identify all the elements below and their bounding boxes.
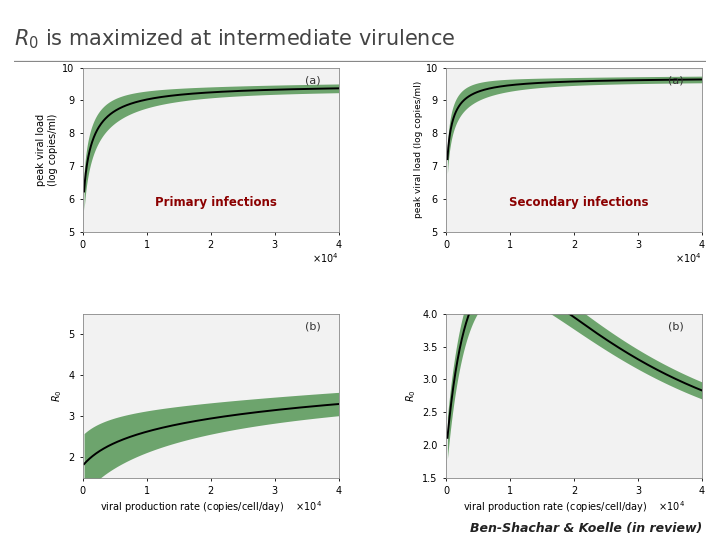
Y-axis label: peak viral load
(log copies/ml): peak viral load (log copies/ml) <box>37 113 58 186</box>
Text: (a): (a) <box>668 76 684 86</box>
X-axis label: $\times10^4$: $\times10^4$ <box>675 252 702 265</box>
Text: (b): (b) <box>668 322 684 332</box>
X-axis label: viral production rate (copies/cell/day)    $\times10^4$: viral production rate (copies/cell/day) … <box>463 499 685 515</box>
Y-axis label: $R_0$: $R_0$ <box>50 389 64 402</box>
Text: Ben-Shachar & Koelle (in review): Ben-Shachar & Koelle (in review) <box>469 522 702 535</box>
X-axis label: $\times10^4$: $\times10^4$ <box>312 252 338 265</box>
Text: Secondary infections: Secondary infections <box>510 195 649 208</box>
Text: $\mathit{R}_0$ is maximized at intermediate virulence: $\mathit{R}_0$ is maximized at intermedi… <box>14 28 456 51</box>
Text: (b): (b) <box>305 322 320 332</box>
Text: Primary infections: Primary infections <box>155 195 276 208</box>
Y-axis label: $R_0$: $R_0$ <box>405 389 418 402</box>
Text: (a): (a) <box>305 76 320 86</box>
Y-axis label: peak viral load (log copies/ml): peak viral load (log copies/ml) <box>414 81 423 218</box>
X-axis label: viral production rate (copies/cell/day)    $\times10^4$: viral production rate (copies/cell/day) … <box>99 499 322 515</box>
